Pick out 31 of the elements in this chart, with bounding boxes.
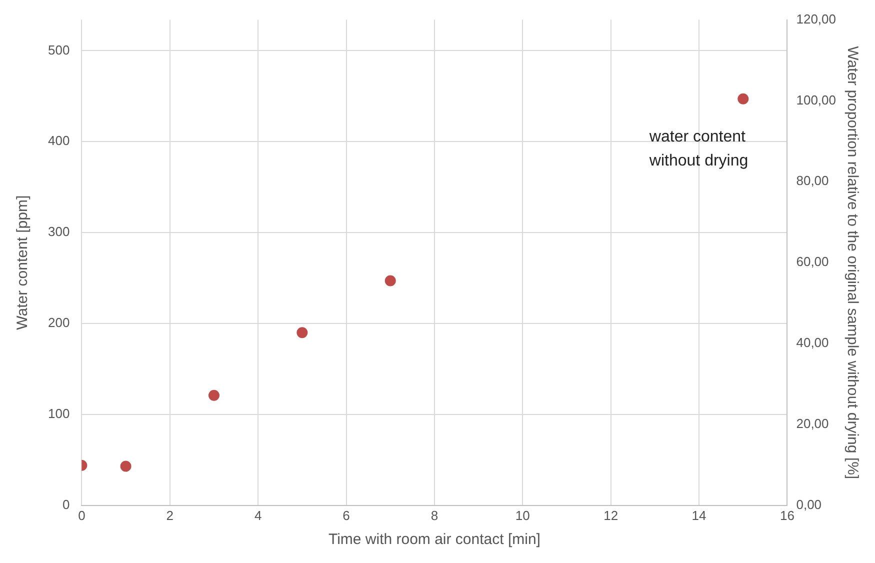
y-tick-label: 300	[48, 224, 70, 240]
x-tick-label: 10	[515, 508, 530, 523]
x-tick-label: 16	[780, 508, 794, 523]
y2-tick-label: 80,00	[796, 173, 829, 188]
y-tick-label: 100	[48, 406, 70, 422]
y2-tick-label: 20,00	[796, 416, 829, 432]
y2-tick-label: 120,00	[796, 11, 836, 26]
y-tick-label: 400	[48, 133, 70, 148]
point	[208, 390, 220, 401]
point	[738, 93, 749, 104]
y-tick-label: 0	[62, 496, 70, 512]
x-tick-label: 0	[78, 508, 86, 523]
y2-axis-title: Water proportion relative to the original sample without drying [%]	[844, 46, 861, 480]
y-tick-label: 200	[48, 315, 70, 330]
y-tick-label: 500	[48, 42, 70, 58]
annotation: water content without drying	[648, 128, 748, 170]
x-tick-label: 4	[254, 508, 262, 523]
y2-tick-label: 40,00	[796, 335, 829, 350]
point	[384, 275, 396, 286]
y2-tick-label: 0,00	[796, 496, 822, 512]
point	[296, 327, 308, 338]
x-axis-title: Time with room air contact [min]	[328, 531, 540, 548]
x-tick-label: 2	[166, 508, 174, 523]
x-tick-label: 12	[604, 508, 618, 523]
x-tick-label: 8	[430, 508, 438, 523]
y2-tick-label: 100,00	[796, 92, 836, 108]
x-tick-label: 6	[342, 508, 350, 523]
x-tick-label: 14	[692, 508, 706, 523]
y-axis-title: Water content [ppm]	[14, 195, 32, 330]
y2-tick-label: 60,00	[796, 254, 829, 270]
point	[120, 460, 132, 472]
